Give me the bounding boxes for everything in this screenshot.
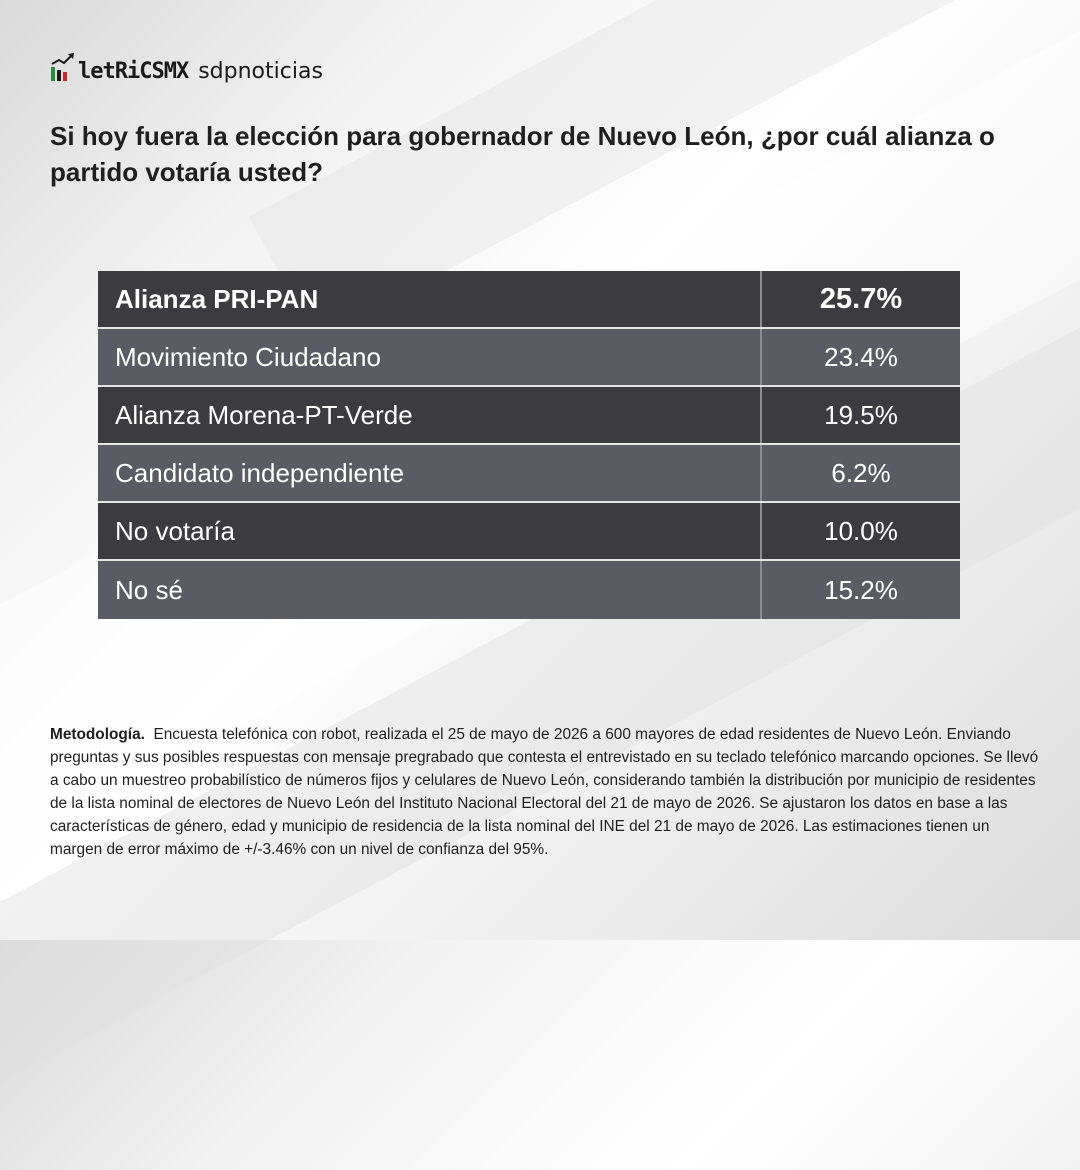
methodology-note: Metodología. Encuesta telefónica con rob… <box>50 723 1040 861</box>
table-row: Alianza Morena-PT-Verde 19.5% <box>98 387 960 445</box>
table-row: No votaría 10.0% <box>98 503 960 561</box>
row-label: Alianza PRI-PAN <box>98 271 762 327</box>
row-value: 19.5% <box>824 399 898 430</box>
row-value: 10.0% <box>824 515 898 546</box>
chart-arrow-flag-icon <box>50 53 76 83</box>
row-value: 15.2% <box>824 574 898 605</box>
row-value: 23.4% <box>824 341 898 372</box>
table-row: Alianza PRI-PAN 25.7% <box>98 271 960 329</box>
methodology-text: Encuesta telefónica con robot, realizada… <box>50 726 1039 858</box>
row-label: No votaría <box>98 503 762 559</box>
metrics-logo: letRiCSMX <box>78 58 189 84</box>
brand-header: letRiCSMX sdpnoticias <box>50 50 323 86</box>
media-name: sdpnoticias <box>198 58 323 84</box>
methodology-title: Metodología. <box>50 726 145 743</box>
table-row: No sé 15.2% <box>98 561 960 619</box>
row-label: Movimiento Ciudadano <box>98 329 762 385</box>
row-value: 25.7% <box>819 282 903 315</box>
row-label: No sé <box>98 561 762 619</box>
table-row: Candidato independiente 6.2% <box>98 445 960 503</box>
row-label: Alianza Morena-PT-Verde <box>98 387 762 443</box>
row-value: 6.2% <box>831 457 891 488</box>
row-label: Candidato independiente <box>98 445 762 501</box>
results-table: Alianza PRI-PAN 25.7% Movimiento Ciudadano… <box>98 271 960 619</box>
survey-question: Si hoy fuera la elección para gobernador… <box>50 121 995 187</box>
table-row: Movimiento Ciudadano 23.4% <box>98 329 960 387</box>
